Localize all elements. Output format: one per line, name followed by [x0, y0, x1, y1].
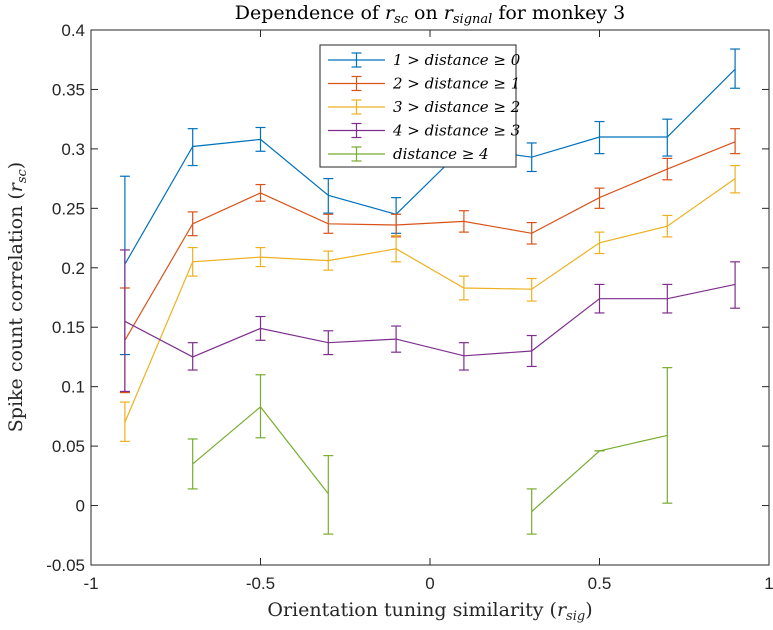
error-bar [187, 438, 198, 490]
chart-title: Dependence of rsc on rsignal for monkey … [235, 2, 626, 27]
y-tick-label: 0.35 [52, 80, 85, 99]
legend-entry: 2 > distance ≥ 1 [328, 75, 520, 93]
error-bar [187, 246, 198, 277]
error-bar [730, 261, 741, 309]
y-tick-label: 0.2 [61, 259, 85, 278]
x-tick-label: -1 [83, 574, 98, 593]
legend-label: distance ≥ 4 [393, 145, 489, 163]
series-3 [119, 164, 741, 442]
error-bar [119, 401, 130, 442]
error-bar [730, 164, 741, 194]
error-bar [594, 231, 605, 255]
legend-entry: 3 > distance ≥ 2 [328, 98, 520, 116]
error-bar [730, 48, 741, 89]
y-tick-label: 0.05 [52, 437, 85, 456]
series-line [124, 178, 736, 423]
legend-entry: distance ≥ 4 [328, 145, 489, 163]
error-bar [662, 118, 673, 157]
error-bar [594, 283, 605, 314]
error-bar [458, 210, 469, 233]
error-bar [119, 249, 130, 393]
error-bar [662, 157, 673, 181]
legend-label: 4 > distance ≥ 3 [392, 122, 520, 140]
x-axis-label: Orientation tuning similarity (rsig) [267, 599, 592, 624]
error-bar [255, 246, 266, 268]
legend: 1 > distance ≥ 0 2 > distance ≥ 1 3 > dist… [319, 44, 521, 168]
series-layer [119, 48, 741, 535]
legend-entry: 1 > distance ≥ 0 [328, 51, 521, 69]
error-bar [323, 213, 334, 234]
error-bar [391, 325, 402, 353]
error-bar [662, 283, 673, 314]
x-tick-label: 1 [764, 574, 773, 593]
x-tick-label: 0 [425, 574, 434, 593]
error-bar [526, 222, 537, 245]
x-tick-label: 0.5 [588, 574, 612, 593]
error-bar [526, 277, 537, 302]
error-bar [187, 211, 198, 237]
y-tick-label: 0 [76, 497, 85, 516]
error-bar [323, 330, 334, 356]
y-tick-label: 0.4 [61, 21, 85, 40]
error-bar [662, 367, 673, 504]
error-bar [323, 455, 334, 535]
error-bar [187, 128, 198, 167]
error-bar [323, 250, 334, 271]
error-bar [526, 334, 537, 368]
legend-label: 3 > distance ≥ 2 [393, 98, 520, 116]
error-bar [255, 374, 266, 439]
error-bar [255, 126, 266, 152]
axis-ticks: -1 -0.5 0 0.5 1 -0.05 0 0.05 0.1 0.15 0.2 0.25 0.3 0.… [46, 21, 773, 593]
legend-label: 1 > distance ≥ 0 [393, 51, 521, 69]
y-tick-label: 0.3 [61, 140, 85, 159]
error-bar [662, 214, 673, 238]
legend-label: 2 > distance ≥ 1 [392, 75, 520, 93]
series-line [124, 283, 736, 358]
y-tick-label: 0.1 [61, 378, 85, 397]
x-tick-label: -0.5 [246, 574, 275, 593]
error-bar [526, 142, 537, 173]
error-bar [730, 128, 741, 155]
y-tick-label: 0.25 [52, 199, 85, 218]
error-bar [255, 183, 266, 202]
y-tick-label: 0.15 [52, 318, 85, 337]
series-line [124, 141, 736, 341]
error-bar [391, 235, 402, 263]
error-bar [458, 342, 469, 371]
error-bar [187, 342, 198, 371]
y-axis-label: Spike count correlation (rsc) [5, 162, 30, 432]
series-line [124, 68, 736, 265]
error-bar [594, 187, 605, 209]
error-bar [323, 178, 334, 214]
error-bar [526, 488, 537, 535]
legend-entry: 4 > distance ≥ 3 [328, 122, 520, 140]
error-bar [458, 275, 469, 301]
y-tick-label: -0.05 [46, 556, 85, 575]
series-4 [119, 249, 741, 393]
error-bar [594, 120, 605, 155]
series-5 [187, 367, 673, 535]
error-bar [255, 315, 266, 341]
